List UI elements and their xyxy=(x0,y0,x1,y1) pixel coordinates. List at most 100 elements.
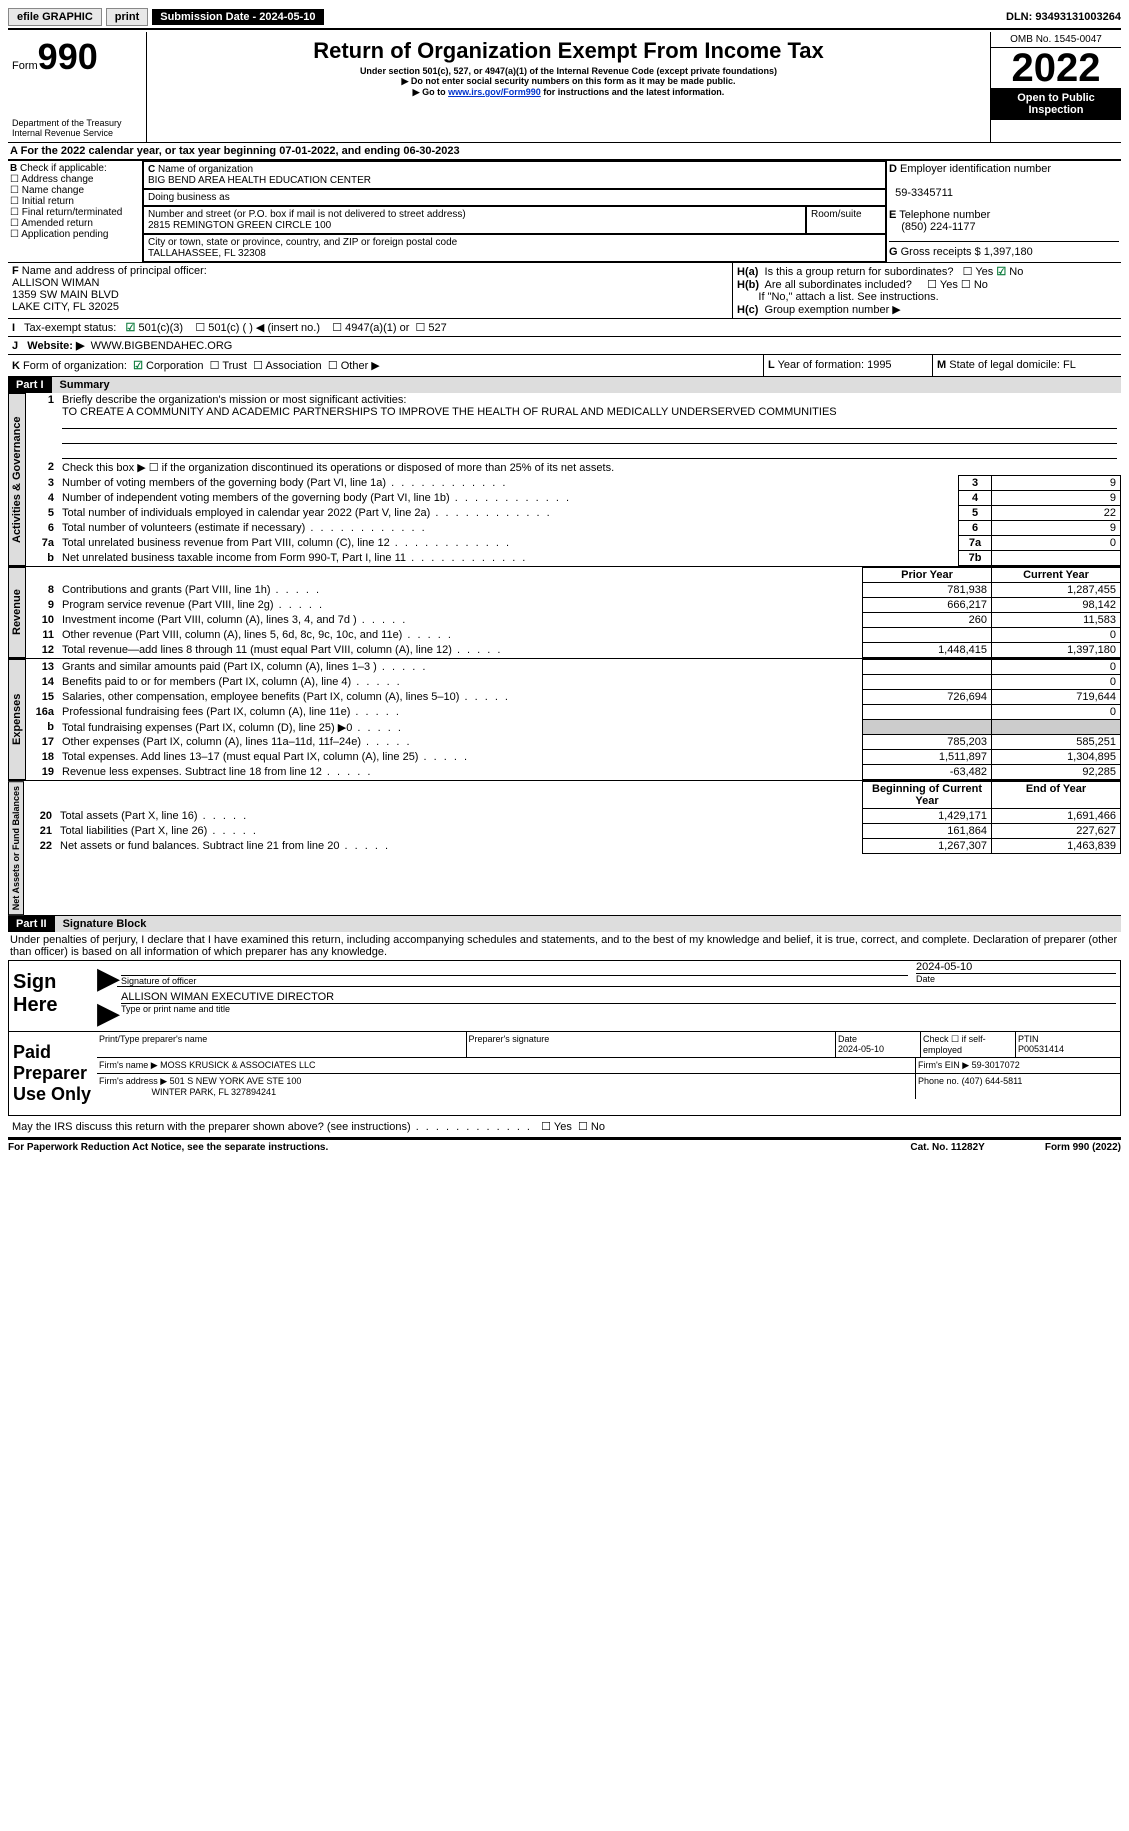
sig-date: 2024-05-10 xyxy=(916,961,972,973)
line-14-current: 0 xyxy=(992,675,1121,690)
firm-addr2: WINTER PARK, FL 327894241 xyxy=(152,1087,277,1097)
cb-address-change[interactable]: Address change xyxy=(10,174,93,185)
hc-label: Group exemption number ▶ xyxy=(765,304,901,316)
line-12-current: 1,397,180 xyxy=(992,643,1121,658)
line-3-desc: Number of voting members of the governin… xyxy=(58,476,959,491)
cb-final-return[interactable]: Final return/terminated xyxy=(10,207,122,218)
hb-no[interactable]: No xyxy=(961,279,988,291)
line-b-prior xyxy=(863,720,992,735)
prep-ptin: P00531414 xyxy=(1018,1044,1064,1054)
prep-date: 2024-05-10 xyxy=(838,1044,884,1054)
line-22-prior: 1,267,307 xyxy=(863,839,992,854)
cb-501c[interactable]: 501(c) ( ) ◀ (insert no.) xyxy=(195,322,320,334)
phone-value: (850) 224-1177 xyxy=(901,221,975,233)
col-end-year: End of Year xyxy=(992,782,1121,809)
line-13-prior xyxy=(863,660,992,675)
cb-527[interactable]: 527 xyxy=(416,322,447,334)
col-prior-year: Prior Year xyxy=(863,568,992,583)
prep-sig-label: Preparer's signature xyxy=(467,1032,837,1057)
line-5-value: 22 xyxy=(992,506,1121,521)
sign-here-label: Sign Here xyxy=(9,961,97,1031)
dept-treasury: Department of the Treasury xyxy=(12,118,142,128)
line-15-current: 719,644 xyxy=(992,690,1121,705)
gross-receipts-label: Gross receipts $ xyxy=(901,246,981,258)
line-13-current: 0 xyxy=(992,660,1121,675)
line-22-current: 1,463,839 xyxy=(992,839,1121,854)
irs-link[interactable]: www.irs.gov/Form990 xyxy=(448,87,541,97)
line-a-tax-year: A For the 2022 calendar year, or tax yea… xyxy=(8,142,1121,160)
col-current-year: Current Year xyxy=(992,568,1121,583)
street-label: Number and street (or P.O. box if mail i… xyxy=(148,209,466,220)
footer-catno: Cat. No. 11282Y xyxy=(910,1142,984,1153)
cb-application-pending[interactable]: Application pending xyxy=(10,229,109,240)
org-name: BIG BEND AREA HEALTH EDUCATION CENTER xyxy=(148,175,371,186)
ha-yes[interactable]: Yes xyxy=(963,266,994,278)
line1-mission: TO CREATE A COMMUNITY AND ACADEMIC PARTN… xyxy=(62,406,837,418)
hb-note: If "No," attach a list. See instructions… xyxy=(758,291,938,303)
prep-self-employed[interactable]: Check ☐ if self-employed xyxy=(921,1032,1016,1057)
line-20-desc: Total assets (Part X, line 16) xyxy=(56,809,863,824)
cb-501c3[interactable]: 501(c)(3) xyxy=(126,322,184,334)
form-number: Form990 xyxy=(12,36,142,78)
dept-irs: Internal Revenue Service xyxy=(12,128,142,138)
form-header: Form990 Department of the Treasury Inter… xyxy=(8,32,1121,142)
line-15-prior: 726,694 xyxy=(863,690,992,705)
cb-corporation[interactable]: Corporation xyxy=(133,360,203,372)
submission-date-badge: Submission Date - 2024-05-10 xyxy=(152,9,323,25)
line-5-desc: Total number of individuals employed in … xyxy=(58,506,959,521)
line2-text: Check this box ▶ ☐ if the organization d… xyxy=(58,460,1121,476)
firm-name: MOSS KRUSICK & ASSOCIATES LLC xyxy=(160,1060,315,1070)
sig-name-label: Type or print name and title xyxy=(121,1003,1116,1014)
dba-label: Doing business as xyxy=(143,189,886,206)
line-8-prior: 781,938 xyxy=(863,583,992,598)
subtitle-1: Under section 501(c), 527, or 4947(a)(1)… xyxy=(155,66,982,76)
print-button[interactable]: print xyxy=(106,8,148,26)
line-14-desc: Benefits paid to or for members (Part IX… xyxy=(58,675,863,690)
city-value: TALLAHASSEE, FL 32308 xyxy=(148,248,266,259)
perjury-declaration: Under penalties of perjury, I declare th… xyxy=(8,932,1121,960)
line-7b-value xyxy=(992,551,1121,566)
tax-status-label: Tax-exempt status: xyxy=(24,322,116,334)
org-name-label: Name of organization xyxy=(158,164,253,175)
line-21-current: 227,627 xyxy=(992,824,1121,839)
efile-graphic-button[interactable]: efile GRAPHIC xyxy=(8,8,102,26)
street-value: 2815 REMINGTON GREEN CIRCLE 100 xyxy=(148,220,331,231)
cb-other[interactable]: Other ▶ xyxy=(328,360,380,372)
line-15-desc: Salaries, other compensation, employee b… xyxy=(58,690,863,705)
website-value: WWW.BIGBENDAHEC.ORG xyxy=(91,340,233,352)
subtitle-3: ▶ Go to www.irs.gov/Form990 for instruct… xyxy=(155,87,982,98)
ha-no[interactable]: No xyxy=(996,266,1023,278)
line-6-desc: Total number of volunteers (estimate if … xyxy=(58,521,959,536)
part2-title: Signature Block xyxy=(55,916,1121,932)
officer-label: Name and address of principal officer: xyxy=(22,265,207,277)
discuss-no[interactable]: No xyxy=(578,1121,605,1133)
line-19-desc: Revenue less expenses. Subtract line 18 … xyxy=(58,765,863,780)
footer-form: Form 990 (2022) xyxy=(1045,1142,1121,1153)
website-label: Website: ▶ xyxy=(27,340,84,352)
line-17-current: 585,251 xyxy=(992,735,1121,750)
line-9-current: 98,142 xyxy=(992,598,1121,613)
line-7a-desc: Total unrelated business revenue from Pa… xyxy=(58,536,959,551)
cb-4947[interactable]: 4947(a)(1) or xyxy=(332,322,409,334)
subtitle-2: ▶ Do not enter social security numbers o… xyxy=(155,76,982,87)
cb-name-change[interactable]: Name change xyxy=(10,185,84,196)
cb-trust[interactable]: Trust xyxy=(210,360,247,372)
cb-amended-return[interactable]: Amended return xyxy=(10,218,93,229)
line-11-desc: Other revenue (Part VIII, column (A), li… xyxy=(58,628,863,643)
line-9-desc: Program service revenue (Part VIII, line… xyxy=(58,598,863,613)
part1-title: Summary xyxy=(52,377,1121,393)
discuss-yes[interactable]: Yes xyxy=(541,1121,572,1133)
cb-initial-return[interactable]: Initial return xyxy=(10,196,74,207)
line-19-prior: -63,482 xyxy=(863,765,992,780)
line-10-current: 11,583 xyxy=(992,613,1121,628)
line-7a-value: 0 xyxy=(992,536,1121,551)
cb-association[interactable]: Association xyxy=(253,360,322,372)
line-8-current: 1,287,455 xyxy=(992,583,1121,598)
city-label: City or town, state or province, country… xyxy=(148,237,457,248)
line-11-current: 0 xyxy=(992,628,1121,643)
state-domicile-value: FL xyxy=(1063,359,1076,371)
line-8-desc: Contributions and grants (Part VIII, lin… xyxy=(58,583,863,598)
line-13-desc: Grants and similar amounts paid (Part IX… xyxy=(58,660,863,675)
hb-yes[interactable]: Yes xyxy=(927,279,958,291)
gross-receipts-value: 1,397,180 xyxy=(984,246,1033,258)
